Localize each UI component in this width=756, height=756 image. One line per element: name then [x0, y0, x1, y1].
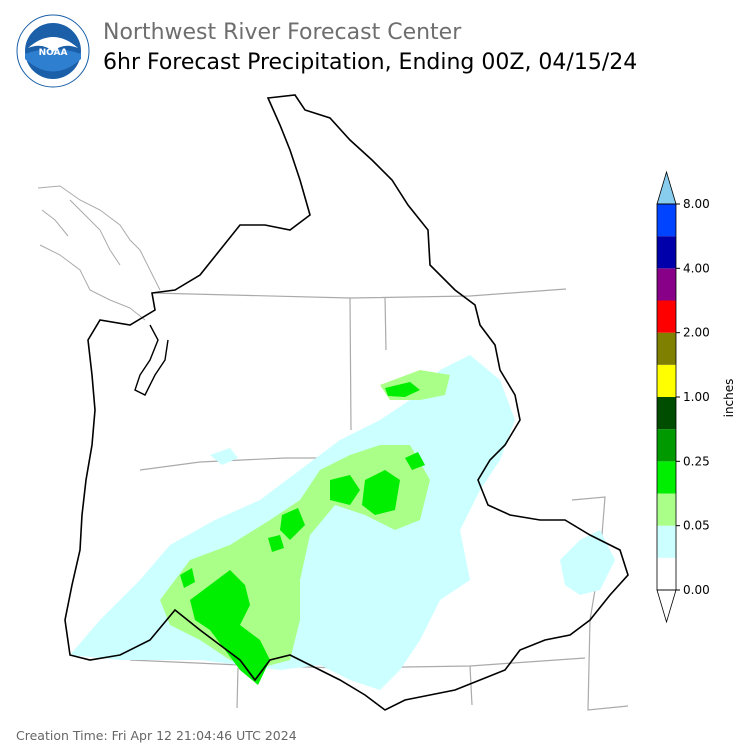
noaa-logo: NOAA: [16, 14, 90, 88]
puget-sound: [134, 324, 169, 396]
precip-green: [180, 382, 425, 685]
creation-time: Creation Time: Fri Apr 12 21:04:46 UTC 2…: [16, 728, 297, 743]
coastline-bc: [37, 185, 161, 321]
basin-outline: [64, 94, 629, 711]
precip-cyan: [70, 355, 615, 690]
logo-text: NOAA: [39, 48, 68, 58]
product-title: 6hr Forecast Precipitation, Ending 00Z, …: [103, 50, 638, 75]
org-title: Northwest River Forecast Center: [103, 20, 462, 45]
